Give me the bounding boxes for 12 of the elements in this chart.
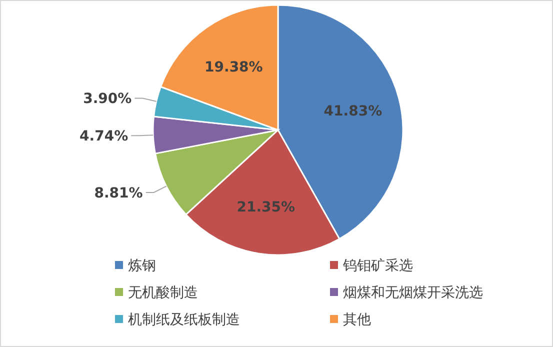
data-label: 4.74%: [80, 128, 128, 145]
data-label: 3.90%: [83, 91, 132, 108]
data-label: 8.81%: [94, 185, 143, 202]
legend-label: 无机酸制造: [128, 285, 198, 301]
data-label: 41.83%: [324, 103, 382, 120]
legend-label: 其他: [343, 312, 371, 328]
legend-label: 钨钼矿采选: [342, 258, 413, 274]
data-label: 21.35%: [236, 200, 296, 216]
legend-label: 机制纸及纸板制造: [128, 312, 240, 328]
data-label: 19.38%: [204, 59, 263, 76]
legend-label: 炼钢: [128, 258, 156, 274]
legend-label: 烟煤和无烟煤开采洗选: [343, 285, 483, 301]
